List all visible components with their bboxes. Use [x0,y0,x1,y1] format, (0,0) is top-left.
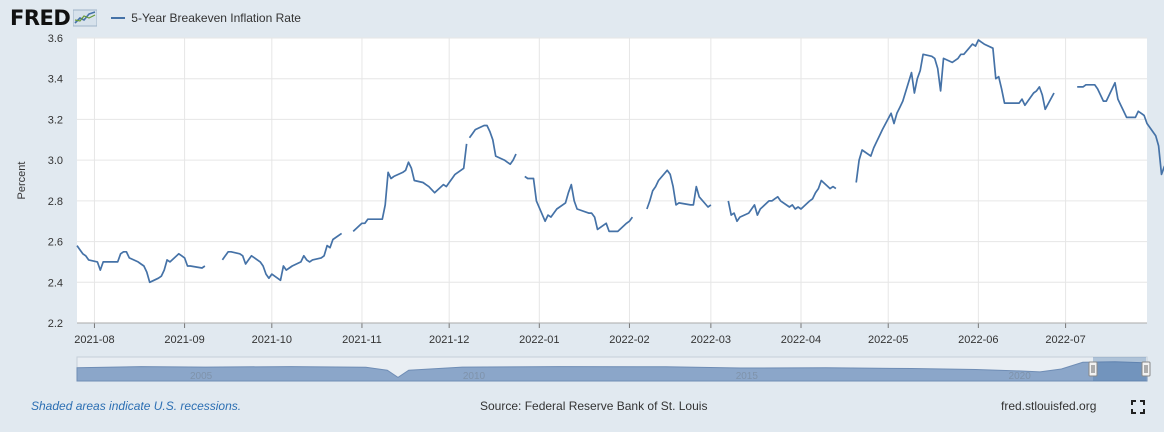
x-tick-label: 2022-07 [1045,334,1085,346]
x-tick-label: 2021-10 [252,334,292,346]
line-graph-icon [73,9,98,27]
series-line [646,169,712,210]
x-tick-label: 2022-04 [781,334,821,346]
graph-header: FRED 5-Year Breakeven Inflation Rate [10,4,301,32]
series-line [524,175,634,233]
series-line [855,39,1055,183]
recession-note[interactable]: Shaded areas indicate U.S. recessions. [31,399,242,413]
series-line [352,143,468,233]
y-tick-label: 2.4 [48,277,63,289]
y-tick-label: 3.2 [48,114,63,126]
series-line [221,232,343,282]
series-line [1077,81,1164,176]
y-tick-label: 3.4 [48,74,63,86]
source-credit: Source: Federal Reserve Bank of St. Loui… [480,399,708,413]
y-tick-label: 2.6 [48,237,63,249]
navigator-tick-label: 2005 [190,371,213,382]
y-axis-label: Percent [16,162,28,200]
series-line [76,245,206,284]
x-tick-label: 2022-03 [691,334,731,346]
x-tick-label: 2021-11 [342,334,382,346]
x-tick-label: 2021-09 [164,334,204,346]
x-tick-label: 2021-08 [74,334,114,346]
y-tick-label: 2.2 [48,318,63,330]
y-tick-label: 3.6 [48,33,63,45]
x-tick-label: 2022-02 [609,334,649,346]
series-line [727,179,837,223]
legend-swatch [111,17,126,19]
x-tick-label: 2022-06 [958,334,998,346]
navigator-handle-right[interactable] [1141,361,1151,377]
fred-logo[interactable]: FRED [10,6,71,30]
x-tick-label: 2022-05 [868,334,908,346]
site-link[interactable]: fred.stlouisfed.org [1001,399,1097,413]
y-tick-label: 2.8 [48,196,63,208]
fullscreen-icon[interactable] [1131,400,1145,414]
navigator-series [76,361,1148,382]
y-tick-label: 3.0 [48,155,63,167]
navigator-selection [1093,357,1146,381]
navigator-tick-label: 2020 [1009,371,1032,382]
plot-area [77,38,1147,323]
legend-label: 5-Year Breakeven Inflation Rate [131,11,301,25]
x-tick-label: 2021-12 [429,334,469,346]
legend-item[interactable]: 5-Year Breakeven Inflation Rate [111,11,301,25]
navigator-tick-label: 2010 [463,371,486,382]
navigator-handle-left[interactable] [1088,361,1098,377]
series-line [468,124,517,166]
x-tick-label: 2022-01 [519,334,559,346]
navigator-tick-label: 2015 [736,371,759,382]
